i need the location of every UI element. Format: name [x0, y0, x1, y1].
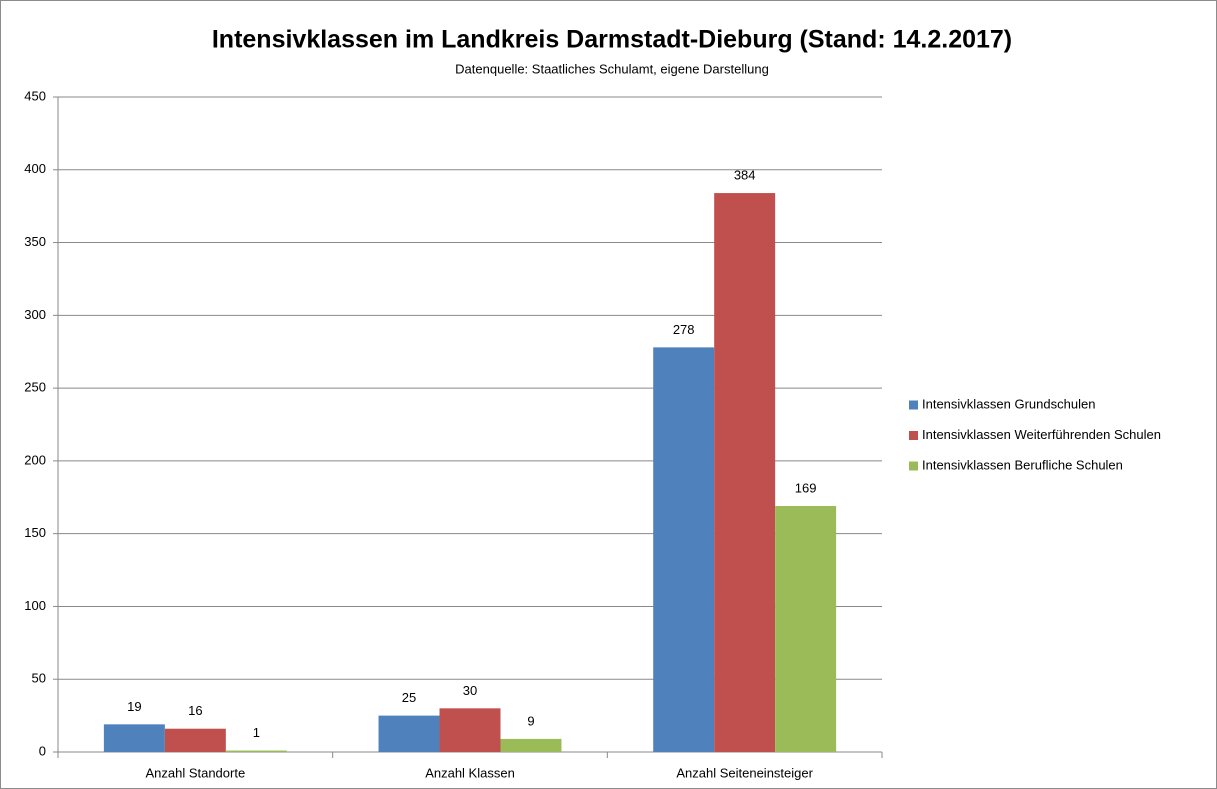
y-tick-label: 250 [24, 380, 46, 395]
legend-swatch [909, 461, 918, 471]
data-label: 30 [463, 683, 477, 698]
chart-subtitle: Datenquelle: Staatliches Schulamt, eigen… [455, 61, 769, 76]
bar [103, 724, 165, 752]
data-label: 278 [673, 322, 695, 337]
y-tick-label: 100 [24, 598, 46, 613]
y-tick-label: 150 [24, 525, 46, 540]
legend-label: Intensivklassen Weiterführenden Schulen [922, 427, 1161, 442]
x-tick-label: Anzahl Seiteneinsteiger [676, 765, 813, 780]
legend-label: Intensivklassen Berufliche Schulen [922, 457, 1123, 472]
y-tick-label: 50 [32, 671, 46, 686]
bar [439, 708, 501, 752]
data-label: 384 [734, 168, 756, 183]
chart-title: Intensivklassen im Landkreis Darmstadt-D… [212, 26, 1012, 54]
data-label: 25 [402, 690, 416, 705]
data-label: 169 [795, 480, 817, 495]
y-tick-label: 200 [24, 452, 46, 467]
bar [164, 728, 226, 752]
y-tick-label: 350 [24, 234, 46, 249]
bar [653, 347, 715, 752]
y-tick-label: 0 [39, 743, 46, 758]
bar [714, 193, 776, 753]
bar [775, 506, 837, 752]
y-tick-label: 400 [24, 161, 46, 176]
data-label: 19 [127, 699, 141, 714]
bar [500, 738, 562, 752]
x-tick-label: Anzahl Standorte [145, 765, 245, 780]
data-label: 16 [188, 703, 202, 718]
bar [378, 715, 440, 752]
x-tick-label: Anzahl Klassen [425, 765, 515, 780]
legend-swatch [909, 400, 918, 410]
y-tick-label: 300 [24, 307, 46, 322]
y-tick-label: 450 [24, 88, 46, 103]
legend-swatch [909, 431, 918, 440]
bar [225, 750, 287, 752]
data-label: 9 [527, 713, 534, 728]
legend-label: Intensivklassen Grundschulen [922, 396, 1095, 411]
data-label: 1 [253, 725, 260, 740]
